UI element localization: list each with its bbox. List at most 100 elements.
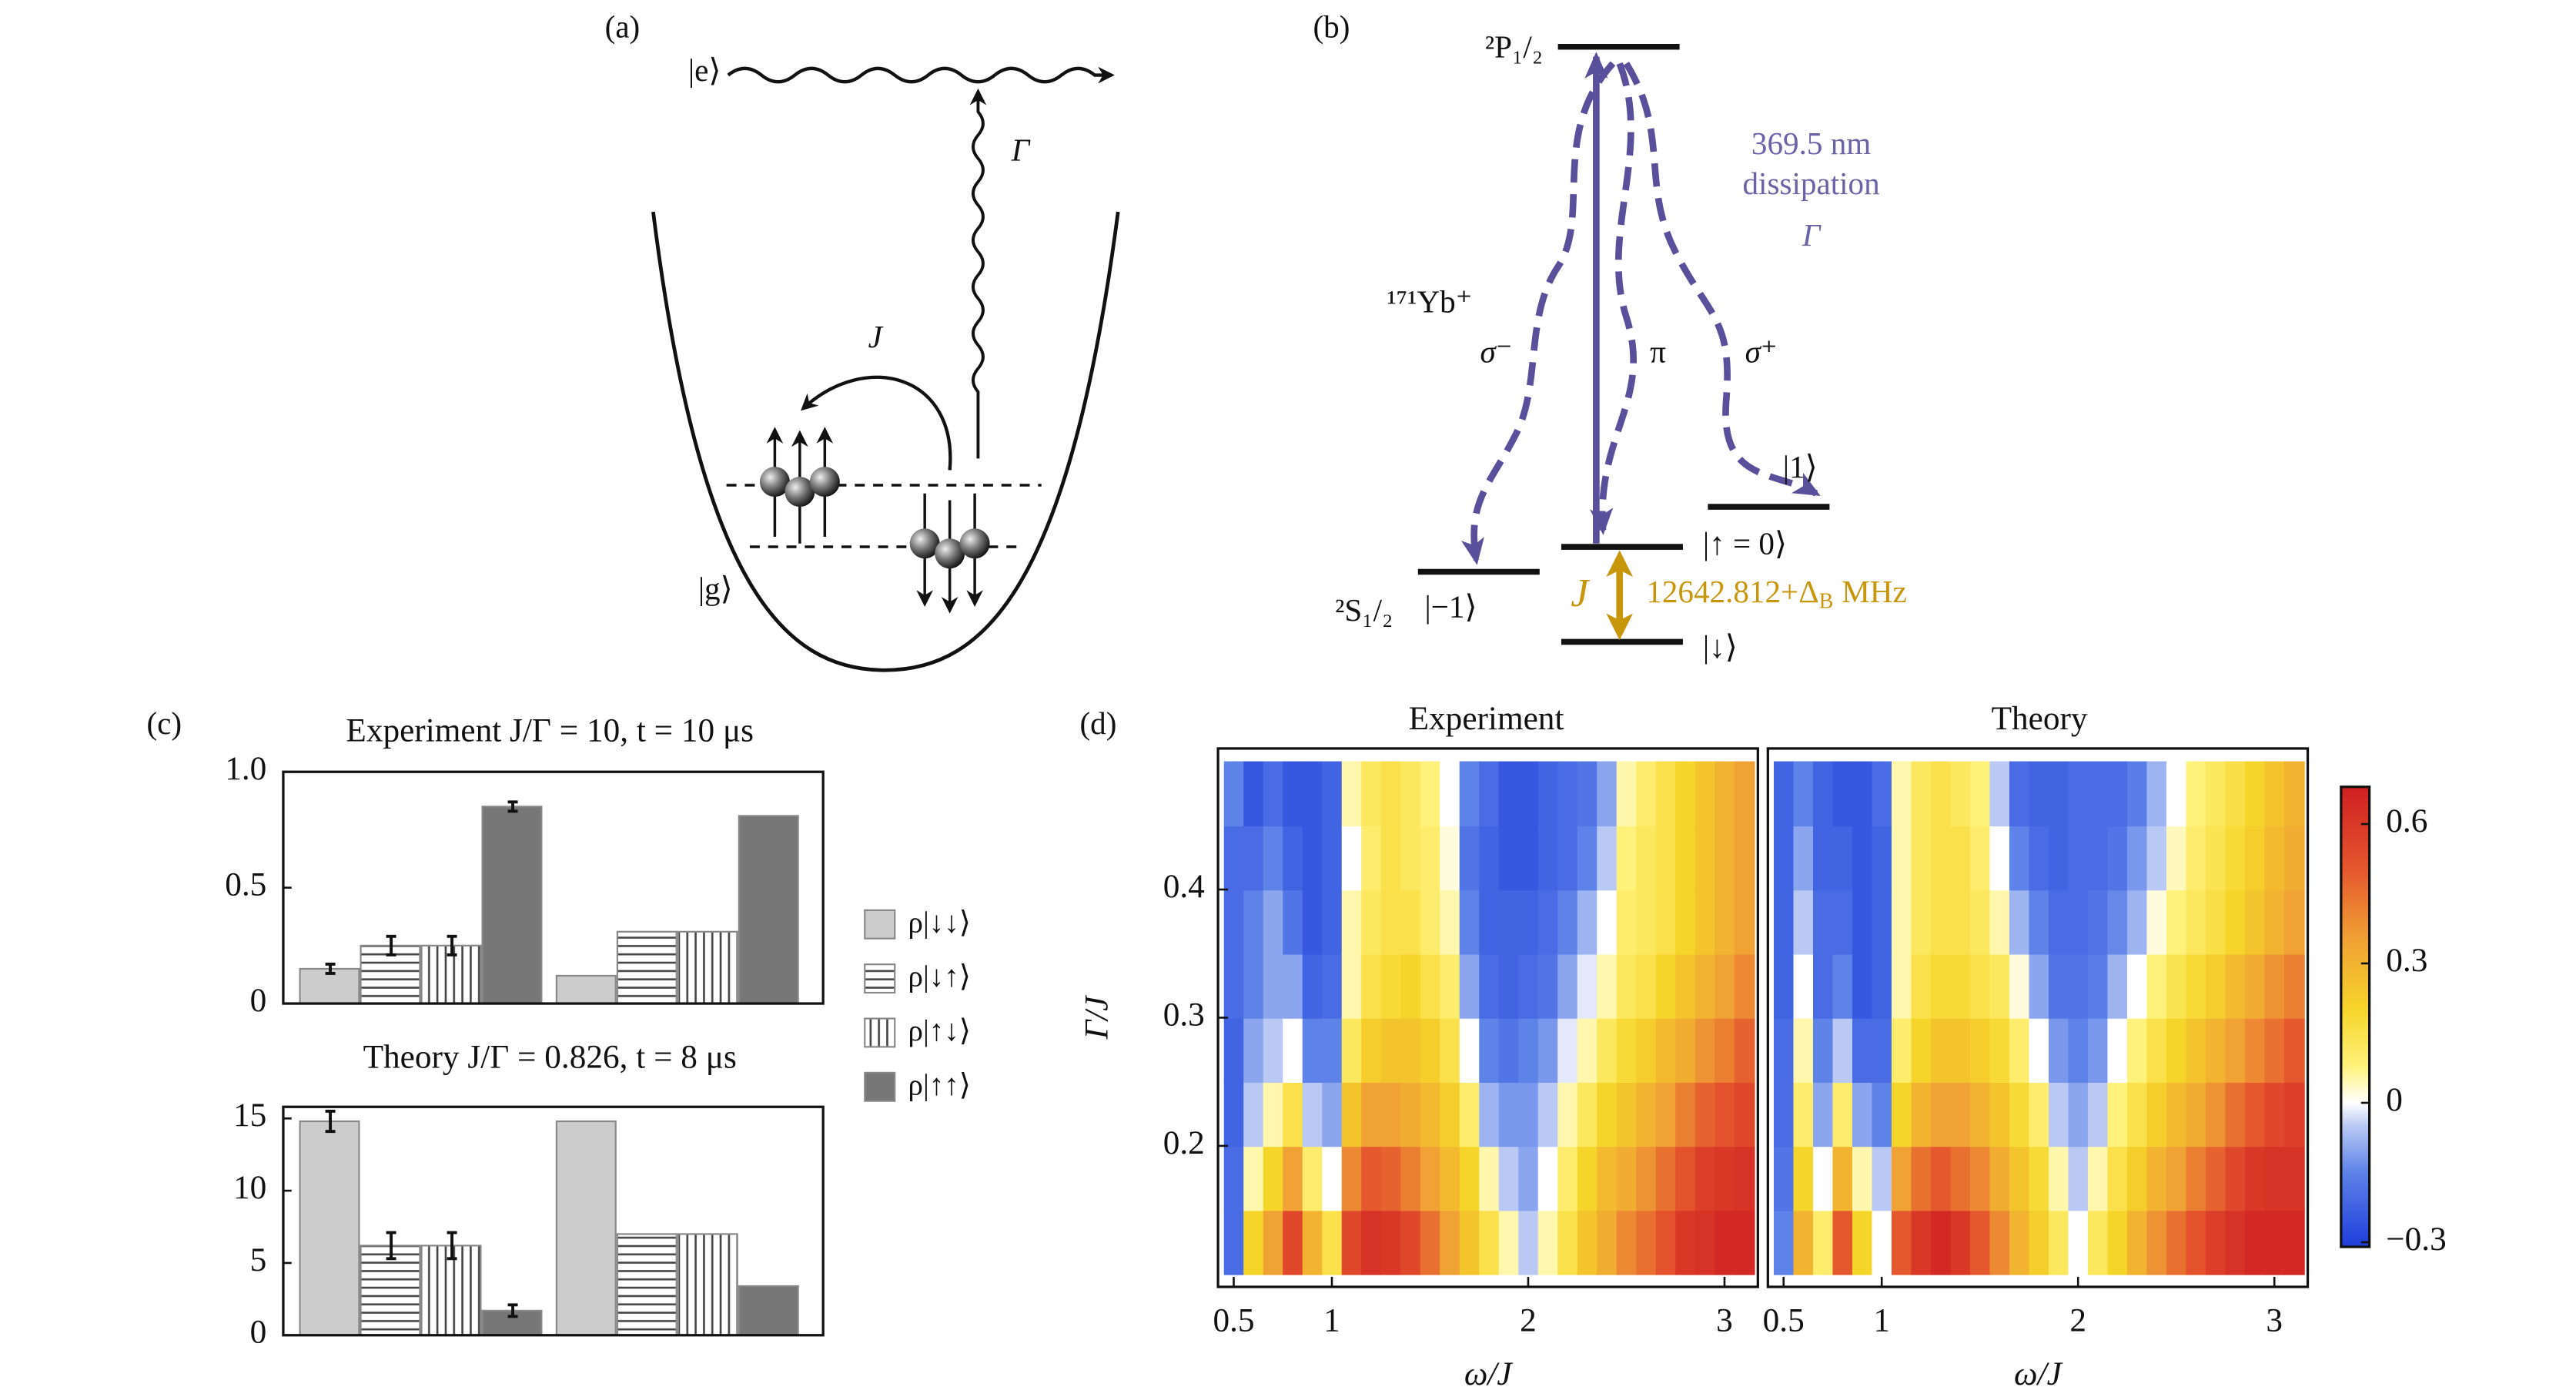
heat-cell — [1263, 889, 1284, 955]
heat-cell — [1694, 761, 1716, 827]
heat-cell — [2107, 953, 2129, 1019]
error-bar — [447, 1231, 457, 1261]
ion — [809, 467, 840, 498]
heat-cell — [1479, 761, 1500, 827]
heat-cell — [2146, 1081, 2168, 1147]
heat-cell — [1734, 761, 1755, 827]
decay-label: Γ — [1011, 132, 1031, 168]
heat-cell — [1832, 1017, 1854, 1083]
heat-cell — [2087, 1210, 2109, 1275]
heat-cell — [2048, 825, 2069, 891]
heat-cell — [2186, 953, 2207, 1019]
ion — [909, 528, 940, 559]
heat-cell — [1872, 889, 1893, 955]
heat-cell — [1911, 953, 1932, 1019]
heat-cell — [1734, 1017, 1755, 1083]
heat-cell — [2225, 1210, 2246, 1275]
heat-cell — [1479, 825, 1500, 891]
heat-cell — [1341, 1210, 1363, 1275]
heat-cell — [1361, 825, 1383, 891]
error-bar — [386, 1231, 396, 1261]
heat-cell — [2068, 761, 2089, 827]
heat-cell — [1715, 953, 1736, 1019]
heat-cell — [2186, 1210, 2207, 1275]
heat-cell — [1557, 1017, 1579, 1083]
panel-label: (c) — [146, 705, 182, 742]
heat-cell — [1793, 825, 1815, 891]
x-tick-label: 2 — [1520, 1302, 1537, 1339]
heat-cell — [1283, 825, 1304, 891]
heat-cell — [2029, 1210, 2050, 1275]
heat-cell — [2244, 761, 2266, 827]
heat-cell — [2225, 825, 2246, 891]
heat-cell — [1498, 1210, 1520, 1275]
heat-cell — [2048, 889, 2069, 955]
y-tick-label: 1.0 — [225, 750, 266, 787]
heat-cell — [2029, 889, 2050, 955]
chart-title: Experiment J/Γ = 10, t = 10 μs — [346, 712, 754, 749]
heat-cell — [1361, 889, 1383, 955]
heat-cell — [1891, 953, 1912, 1019]
heat-cell — [1891, 1210, 1912, 1275]
heat-cell — [1557, 1210, 1579, 1275]
heat-cell — [1577, 953, 1598, 1019]
heat-cell — [1597, 1145, 1618, 1211]
heat-cell — [1872, 761, 1893, 827]
heat-cell — [2225, 1081, 2246, 1147]
heat-cell — [1616, 889, 1638, 955]
y-tick-label: 10 — [233, 1169, 266, 1206]
heat-cell — [1459, 1017, 1480, 1083]
heat-cell — [1773, 1145, 1795, 1211]
heat-cell — [1715, 889, 1736, 955]
heat-cell — [1616, 1081, 1638, 1147]
heat-cell — [1263, 953, 1284, 1019]
panel-label: (a) — [605, 9, 641, 45]
heat-cell — [2244, 1081, 2266, 1147]
heat-cell — [2283, 1017, 2305, 1083]
heat-cell — [1243, 1017, 1265, 1083]
laser-label: 369.5 nm — [1751, 126, 1871, 161]
heat-cell — [2029, 825, 2050, 891]
heat-cell — [1832, 825, 1854, 891]
heat-cell — [1420, 953, 1441, 1019]
heat-cell — [1694, 889, 1716, 955]
heat-cell — [2126, 1210, 2148, 1275]
heat-cell — [1989, 953, 2011, 1019]
heat-cell — [2244, 1145, 2266, 1211]
heat-cell — [1400, 761, 1422, 827]
splitting-unit: MHz — [1842, 574, 1907, 609]
heat-cell — [1715, 1210, 1736, 1275]
trap-potential — [651, 211, 1120, 672]
heat-cell — [1459, 953, 1480, 1019]
heat-cell — [1852, 1081, 1873, 1147]
heat-cell — [2205, 825, 2226, 891]
heat-cell — [1380, 1081, 1402, 1147]
heat-cell — [2009, 889, 2030, 955]
legend-label: ρ|↓↑⟩ — [908, 960, 971, 993]
heat-cell — [2107, 825, 2129, 891]
heat-cell — [1989, 1210, 2011, 1275]
heat-cell — [1537, 825, 1559, 891]
heat-cell — [2146, 825, 2168, 891]
heat-cell — [2107, 889, 2129, 955]
heat-cell — [1459, 825, 1480, 891]
heat-cell — [1322, 825, 1343, 891]
heat-cell — [2166, 889, 2187, 955]
heat-cell — [2146, 889, 2168, 955]
heat-cell — [1675, 953, 1697, 1019]
heat-cell — [1400, 1145, 1422, 1211]
heat-cell — [1950, 1210, 1972, 1275]
heat-cell — [1852, 825, 1873, 891]
heat-cell — [1715, 1145, 1736, 1211]
heat-cell — [1832, 889, 1854, 955]
heat-cell — [1400, 825, 1422, 891]
heat-cell — [2186, 825, 2207, 891]
heat-cell — [1636, 1145, 1658, 1211]
heat-cell — [1891, 1017, 1912, 1083]
heat-cell — [2048, 953, 2069, 1019]
heat-cell — [1734, 889, 1755, 955]
heat-cell — [1989, 1017, 2011, 1083]
heat-cell — [1872, 1017, 1893, 1083]
heat-cell — [2166, 1017, 2187, 1083]
heat-cell — [1911, 761, 1932, 827]
